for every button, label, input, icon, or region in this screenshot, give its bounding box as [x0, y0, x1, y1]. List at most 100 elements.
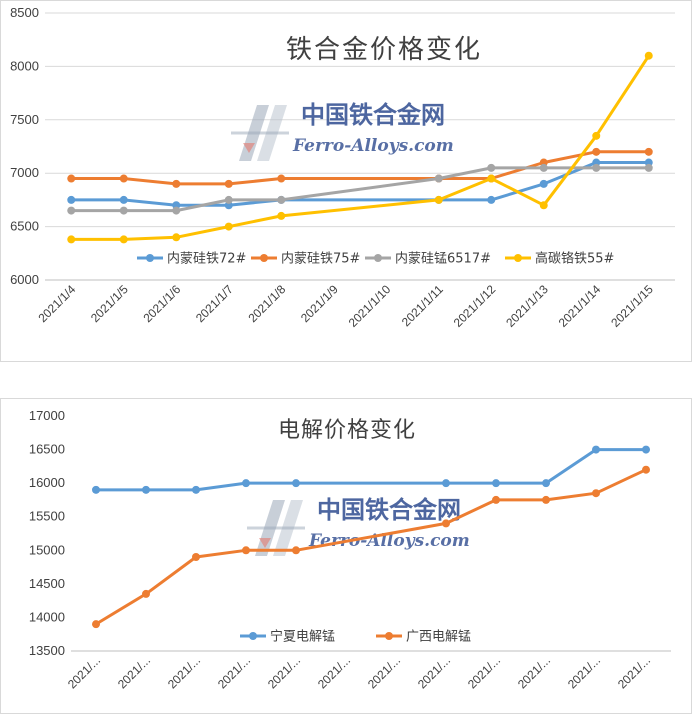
data-point — [172, 179, 181, 188]
watermark-en-text: Ferro-Alloys.com — [292, 136, 454, 156]
x-tick-label: 2021/1/6 — [140, 282, 183, 325]
data-point — [172, 206, 181, 215]
ferro-alloys-logo-icon — [231, 105, 289, 161]
x-tick-label: 2021/... — [515, 653, 553, 691]
data-point — [539, 179, 548, 188]
y-tick-label: 15000 — [29, 542, 65, 557]
x-tick-label: 2021/... — [65, 653, 103, 691]
x-tick-label: 2021/... — [165, 653, 203, 691]
data-point — [277, 174, 286, 183]
x-tick-label: 2021/1/12 — [451, 282, 499, 330]
data-point — [644, 147, 653, 156]
x-tick-label: 2021/... — [265, 653, 303, 691]
data-point — [539, 163, 548, 172]
legend-item: 内蒙硅铁75# — [251, 251, 360, 267]
data-point — [492, 479, 500, 488]
data-point — [67, 235, 76, 244]
y-tick-label: 6500 — [10, 219, 39, 234]
data-point — [487, 174, 496, 183]
chart-ferroalloy-price: 6000 6500 7000 7500 8000 8500 2021/1/4 2021/1/5… — [10, 5, 675, 330]
data-point — [119, 174, 128, 183]
data-point — [592, 445, 600, 454]
data-point — [192, 485, 200, 494]
watermark-en-text: Ferro-Alloys.com — [308, 531, 470, 551]
x-tick-label: 2021/1/10 — [346, 282, 394, 330]
y-tick-label: 14500 — [29, 576, 65, 591]
watermark-cn-text: 中国铁合金网 — [317, 496, 461, 524]
data-point — [224, 222, 233, 231]
data-point — [434, 195, 443, 204]
x-tick-label: 2021/... — [565, 653, 603, 691]
x-tick-label: 2021/1/4 — [35, 282, 78, 325]
data-point — [542, 495, 550, 504]
data-point — [192, 553, 200, 561]
legend-label: 广西电解锰 — [406, 630, 471, 645]
y-tick-label: 14000 — [29, 609, 65, 624]
y-tick-label: 7000 — [10, 165, 39, 180]
ferro-alloys-logo-icon — [247, 500, 305, 556]
legend-swatch-marker — [385, 632, 393, 640]
y-tick-label: 15500 — [29, 509, 65, 524]
legend-swatch-marker — [514, 254, 522, 262]
x-tick-label: 2021/... — [365, 653, 403, 691]
data-point — [242, 546, 250, 555]
y-tick-label: 16000 — [29, 475, 65, 490]
series-line-4 — [71, 54, 651, 241]
legend-item: 宁夏电解锰 — [240, 629, 335, 645]
data-point — [242, 479, 250, 488]
x-tick-label: 2021/1/5 — [88, 282, 131, 325]
data-point — [67, 195, 76, 204]
x-tick-label: 2021/... — [315, 653, 353, 691]
data-point — [119, 195, 128, 204]
series-line-2 — [71, 150, 649, 186]
data-point — [592, 131, 601, 140]
data-point — [492, 495, 500, 504]
data-point — [67, 206, 76, 215]
legend-item: 内蒙硅锰6517# — [365, 251, 491, 267]
x-tick-label: 2021/... — [115, 653, 153, 691]
legend-item: 广西电解锰 — [376, 630, 471, 645]
data-point — [642, 445, 650, 454]
y-tick-label: 6000 — [10, 272, 39, 287]
data-point — [277, 195, 286, 204]
data-point — [539, 201, 548, 210]
data-point — [542, 479, 550, 488]
chart-title: 电解价格变化 — [278, 418, 416, 443]
legend-label: 宁夏电解锰 — [270, 629, 335, 645]
x-tick-label: 2021/1/11 — [399, 282, 446, 329]
legend-label: 内蒙硅铁72# — [167, 251, 246, 267]
x-tick-label: 2021/... — [615, 653, 653, 691]
x-tick-label: 2021/1/9 — [298, 282, 341, 325]
x-tick-label: 2021/1/14 — [556, 282, 604, 330]
data-point — [592, 489, 600, 498]
legend-swatch-marker — [260, 254, 268, 262]
data-point — [142, 485, 150, 494]
y-tick-label: 16500 — [29, 442, 65, 457]
legend-item: 内蒙硅铁72# — [137, 251, 246, 267]
data-point — [292, 546, 300, 555]
chart-panel-ferroalloy: 6000 6500 7000 7500 8000 8500 2021/1/4 2021/1/5… — [0, 0, 692, 362]
data-point — [224, 195, 233, 204]
chart-electrolytic-price: 13500 14000 14500 15000 15500 16000 16500 17000… — [29, 408, 671, 691]
data-point — [292, 479, 300, 488]
data-point — [119, 206, 128, 215]
legend-item: 高碳铬铁55# — [505, 251, 614, 267]
data-point — [277, 211, 286, 220]
y-tick-label: 8500 — [10, 5, 39, 20]
watermark: 中国铁合金网 Ferro-Alloys.com — [231, 101, 454, 161]
data-point — [442, 519, 450, 528]
x-tick-label: 2021/... — [215, 653, 253, 691]
data-point — [642, 465, 650, 474]
legend-swatch-marker — [146, 254, 154, 262]
series-line-2 — [95, 468, 647, 626]
watermark-cn-text: 中国铁合金网 — [301, 101, 445, 129]
data-point — [592, 163, 601, 172]
data-point — [92, 620, 100, 629]
x-tick-label: 2021/1/13 — [503, 282, 551, 330]
x-tick-label: 2021/1/15 — [608, 282, 656, 330]
chart-title: 铁合金价格变化 — [286, 35, 482, 65]
chart-panel-electrolytic: 13500 14000 14500 15000 15500 16000 16500 17000… — [0, 398, 692, 714]
y-tick-label: 17000 — [29, 408, 65, 423]
watermark: 中国铁合金网 Ferro-Alloys.com — [247, 496, 470, 556]
series-line-1 — [96, 448, 646, 492]
